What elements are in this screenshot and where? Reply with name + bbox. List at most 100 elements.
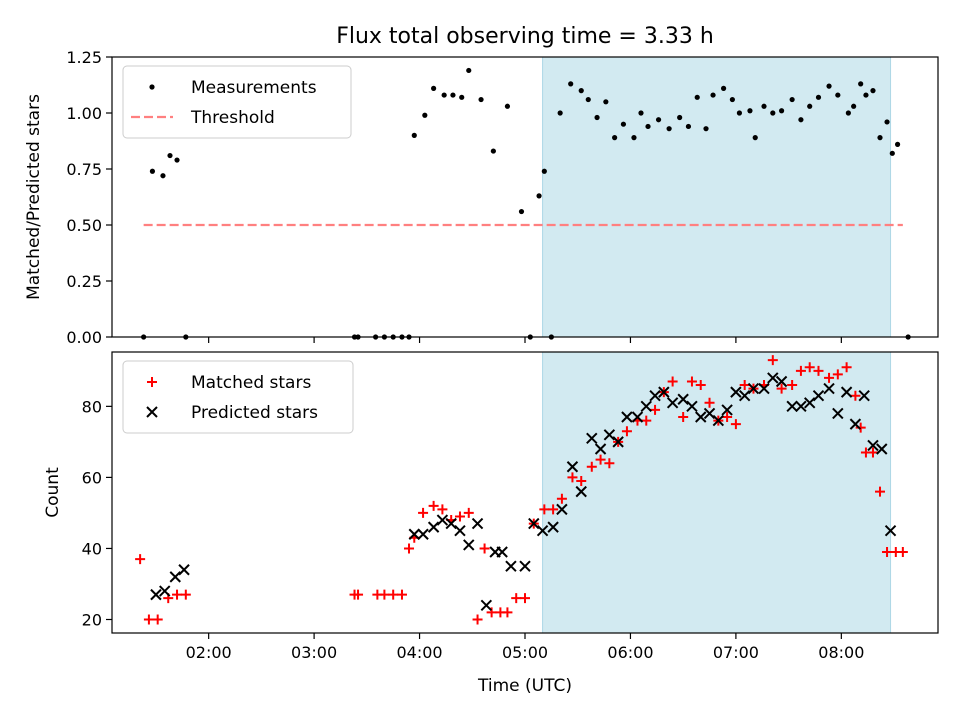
measurement-point: [729, 96, 735, 103]
measurement-point: [478, 96, 484, 103]
measurement-point: [835, 92, 841, 98]
matched-star-point: [502, 607, 513, 618]
measurement-point: [677, 114, 683, 121]
measurement-point: [798, 117, 804, 123]
measurement-point: [752, 135, 758, 141]
measurement-point: [858, 81, 864, 87]
predicted-star-point: [649, 389, 661, 402]
measurement-point: [631, 135, 637, 141]
matched-star-point: [472, 614, 483, 625]
matched-star-point: [686, 376, 697, 387]
predicted-star-point: [703, 407, 716, 420]
measurement-point: [594, 114, 600, 121]
matched-star-point: [353, 589, 364, 600]
y-tick-label: 0.50: [66, 216, 102, 235]
predicted-star-point: [840, 386, 853, 398]
predicted-star-point: [603, 429, 616, 441]
matched-star-point: [704, 397, 715, 408]
predicted-star-point: [159, 585, 171, 597]
predicted-star-point: [786, 400, 798, 413]
measurement-point: [557, 110, 563, 116]
legend-predicted-marker: [146, 406, 158, 418]
matched-star-point: [396, 589, 407, 600]
measurement-point: [694, 94, 700, 100]
measurement-point: [174, 157, 180, 163]
predicted-star-point: [566, 461, 579, 473]
predicted-star-point: [463, 539, 475, 551]
matched-star-point: [576, 475, 587, 486]
matched-star-point: [832, 369, 843, 380]
predicted-star-point: [445, 517, 457, 530]
measurement-point: [536, 193, 542, 199]
measurement-point: [747, 108, 753, 114]
matched-star-point: [454, 511, 465, 522]
matched-star-point: [463, 507, 474, 518]
measurement-point: [578, 88, 584, 94]
measurement-point: [884, 119, 890, 125]
predicted-star-point: [536, 524, 549, 537]
predicted-star-point: [849, 418, 862, 430]
predicted-star-point: [150, 588, 162, 601]
matched-star-point: [804, 362, 815, 373]
measurement-point: [807, 103, 813, 109]
matched-star-point: [143, 614, 154, 625]
legend-entry-label: Predicted stars: [191, 403, 318, 423]
predicted-star-point: [547, 521, 559, 533]
measurement-point: [894, 141, 901, 147]
measurement-point: [518, 208, 525, 215]
matched-star-point: [595, 454, 606, 465]
matched-star-point: [428, 500, 439, 511]
legend-measurement-marker: [149, 84, 155, 90]
x-tick-label: 06:00: [607, 643, 653, 662]
matched-star-point: [135, 554, 146, 565]
predicted-star-point: [677, 393, 689, 405]
matched-star-point: [437, 504, 448, 515]
matched-star-point: [678, 412, 689, 423]
x-tick-label: 07:00: [713, 643, 759, 662]
predicted-star-point: [730, 386, 742, 398]
matched-star-point: [586, 461, 597, 472]
matched-star-point: [855, 422, 866, 433]
predicted-star-point: [594, 443, 607, 455]
matched-star-point: [667, 376, 678, 387]
measurement-point: [703, 126, 709, 132]
predicted-star-point: [496, 546, 508, 558]
predicted-star-point: [471, 517, 484, 530]
measurement-point: [431, 85, 437, 91]
matched-star-point: [172, 589, 183, 600]
measurement-point: [504, 103, 511, 109]
y-axis-label: Matched/Predicted stars: [24, 94, 44, 300]
matched-star-point: [695, 380, 706, 391]
matched-star-point: [621, 426, 632, 437]
legend-entry-label: Matched stars: [191, 373, 311, 393]
y-tick-label: 20: [82, 611, 102, 630]
x-tick-label: 05:00: [502, 643, 548, 662]
matched-star-point: [841, 362, 852, 373]
legend-box: [122, 65, 352, 139]
matched-star-point: [418, 507, 429, 518]
matched-star-point: [882, 547, 893, 558]
y-tick-label: 0.25: [66, 272, 102, 291]
y-tick-label: 1.00: [66, 104, 102, 123]
measurement-point: [845, 110, 851, 116]
measurement-point: [870, 88, 876, 94]
measurement-point: [149, 168, 156, 174]
matched-star-point: [404, 543, 415, 554]
y-tick-label: 60: [82, 468, 102, 487]
measurement-point: [603, 99, 609, 105]
matched-star-point: [824, 372, 835, 383]
matched-star-point: [604, 458, 615, 469]
measurement-point: [160, 173, 166, 179]
chart-title: Flux total observing time = 3.33 h: [336, 24, 714, 49]
legend-box: [122, 360, 354, 434]
measurement-point: [638, 110, 644, 116]
measurement-point: [411, 132, 417, 138]
y-tick-label: 0.75: [66, 160, 102, 179]
matched-star-point: [388, 589, 399, 600]
measurement-point: [710, 92, 716, 98]
measurement-point: [685, 123, 692, 130]
matched-star-point: [867, 447, 878, 458]
predicted-star-point: [812, 389, 825, 402]
predicted-star-point: [695, 411, 707, 423]
data-markers: [135, 355, 908, 625]
